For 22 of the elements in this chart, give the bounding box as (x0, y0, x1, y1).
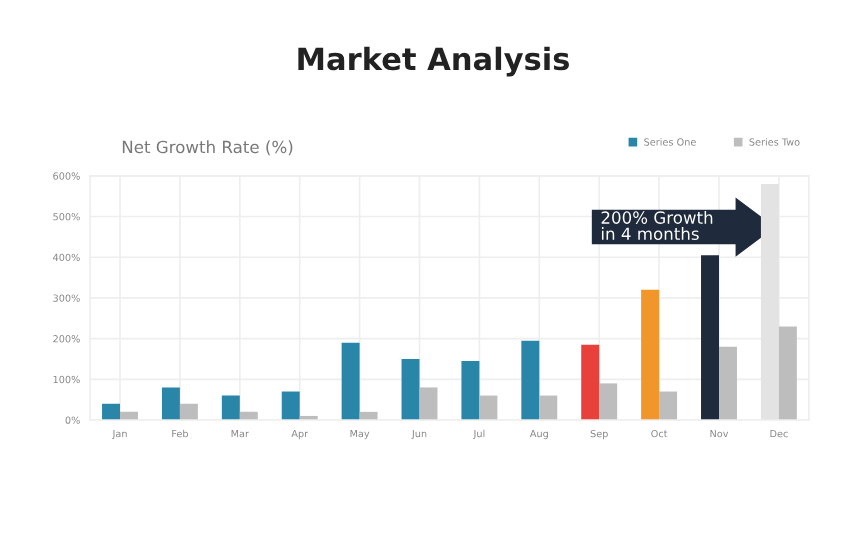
bar (221, 395, 240, 420)
bar (461, 360, 480, 420)
bar (581, 344, 600, 420)
bar (719, 346, 737, 420)
bar (701, 255, 719, 420)
annotation: 200% Growth in 4 months (601, 210, 713, 241)
bar (401, 358, 420, 420)
bar (341, 342, 360, 420)
bar (659, 391, 678, 420)
bar (539, 395, 558, 420)
bar (161, 387, 180, 420)
bar (281, 391, 300, 420)
bar (179, 403, 198, 420)
bar (599, 383, 618, 420)
bar (521, 340, 540, 420)
chart-title: Market Analysis (298, 46, 569, 77)
chart-subtitle: Net Growth Rate (%) (122, 140, 293, 156)
bar (102, 403, 121, 420)
bar (419, 387, 438, 420)
bar (778, 326, 797, 420)
bar (641, 289, 660, 420)
bar (479, 395, 498, 420)
